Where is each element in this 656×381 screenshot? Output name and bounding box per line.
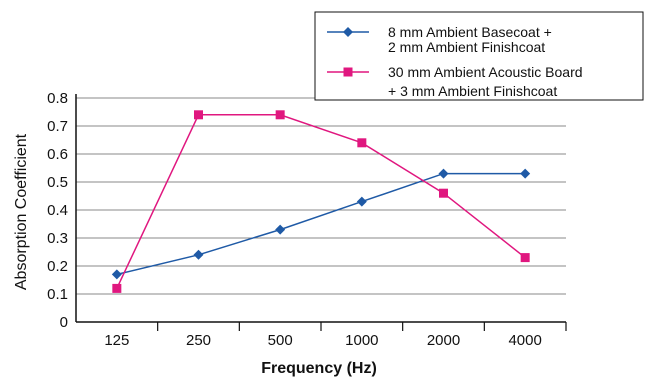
- data-point-square: [357, 138, 367, 148]
- legend: 8 mm Ambient Basecoat +2 mm Ambient Fini…: [314, 11, 644, 101]
- y-tick-label: 0.4: [47, 202, 68, 219]
- legend-marker-diamond: [343, 27, 353, 37]
- data-point-diamond: [111, 269, 122, 280]
- legend-label: 2 mm Ambient Finishcoat: [388, 39, 545, 55]
- y-ticks: 0 0.1 0.2 0.3 0.4 0.5 0.6 0.7 0.8: [47, 90, 68, 331]
- data-point-square: [194, 110, 203, 120]
- data-point-square: [439, 188, 448, 198]
- data-point-diamond: [520, 168, 531, 179]
- y-tick-label: 0.3: [47, 230, 68, 247]
- legend-box: [314, 11, 644, 101]
- legend-label: + 3 mm Ambient Finishcoat: [388, 83, 557, 99]
- y-tick-label: 0.8: [47, 90, 68, 107]
- series-line: [116, 114, 526, 289]
- x-tick-label: 2000: [427, 332, 460, 349]
- y-tick-label: 0.1: [47, 286, 68, 303]
- legend-label: 30 mm Ambient Acoustic Board: [388, 64, 583, 80]
- data-point-square: [275, 110, 285, 120]
- x-tick-label: 4000: [508, 332, 541, 349]
- data-point-diamond: [275, 224, 286, 235]
- y-axis-label: Absorption Coefficient: [13, 133, 30, 290]
- x-ticks: 125 250 500 1000 2000 4000: [104, 322, 567, 349]
- grid: [76, 97, 566, 295]
- x-tick-label: 500: [268, 332, 293, 349]
- legend-marker-square: [343, 67, 353, 77]
- y-tick-label: 0.5: [47, 174, 68, 191]
- y-tick-label: 0.2: [47, 258, 68, 275]
- data-point-diamond: [356, 196, 367, 207]
- x-axis-label: Frequency (Hz): [261, 360, 377, 377]
- data-point-square: [520, 253, 530, 263]
- series: [111, 110, 531, 293]
- x-tick-label: 1000: [345, 332, 378, 349]
- y-tick-label: 0.6: [47, 146, 68, 163]
- data-point-square: [112, 283, 122, 293]
- y-tick-label: 0: [60, 314, 68, 331]
- x-tick-label: 250: [186, 332, 211, 349]
- legend-label: 8 mm Ambient Basecoat +: [388, 24, 552, 40]
- data-point-diamond: [438, 168, 449, 179]
- x-tick-label: 125: [104, 332, 129, 349]
- series-line: [116, 172, 526, 276]
- data-point-diamond: [193, 249, 204, 260]
- y-tick-label: 0.7: [47, 118, 68, 135]
